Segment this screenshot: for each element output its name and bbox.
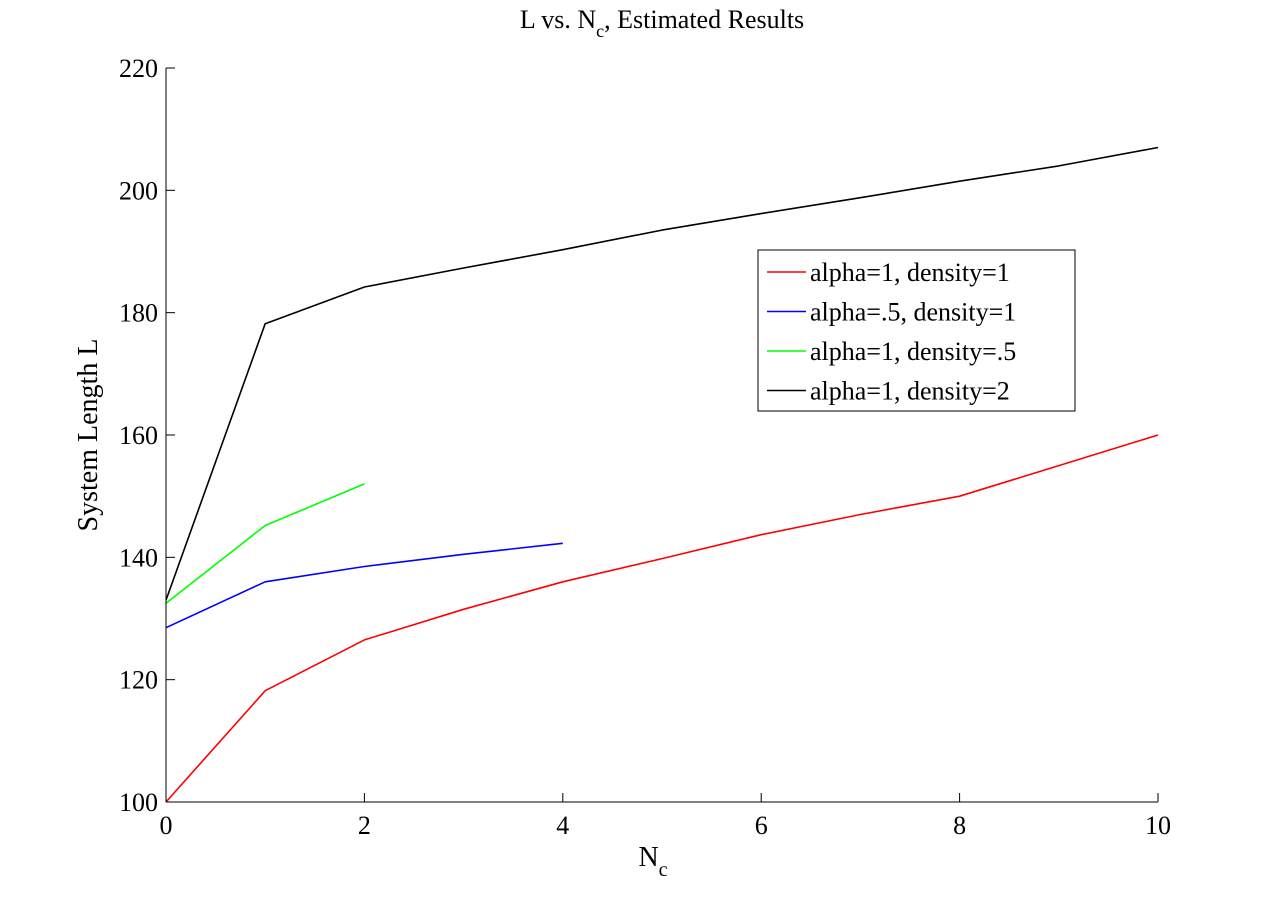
x-tick-label: 2 [358,811,371,840]
series-line-3 [165,483,365,604]
y-tick-label: 120 [119,666,158,695]
legend-label-4: alpha=1, density=2 [810,377,1010,406]
y-tick-label: 100 [119,788,158,817]
series-line-2 [165,542,563,629]
ticks-layer: 0 2 4 6 8 10 100 120 140 160 180 200 220 [119,54,1171,840]
legend-box [757,249,1076,412]
y-tick-label: 200 [119,176,158,205]
series-line-4 [165,146,1159,601]
y-tick-label: 180 [119,299,158,328]
y-axis-label: System Length L [73,339,104,532]
x-axis-label: Nc [638,842,667,881]
x-tick-label: 0 [160,811,173,840]
x-tick-label: 8 [953,811,966,840]
legend-label-2: alpha=.5, density=1 [810,298,1016,327]
chart-title: L vs. Nc, Estimated Results [520,5,804,41]
legend-label-1: alpha=1, density=1 [810,258,1010,287]
x-tick-label: 6 [755,811,768,840]
y-tick-label: 220 [119,54,158,83]
legend: alpha=1, density=1 alpha=.5, density=1 alp… [757,249,1076,412]
x-tick-label: 10 [1145,811,1171,840]
legend-label-3: alpha=1, density=.5 [810,337,1016,366]
y-tick-label: 160 [119,421,158,450]
series-line-1 [165,434,1159,803]
series-layer [165,146,1159,803]
plot-background [166,68,1158,802]
x-tick-label: 4 [556,811,569,840]
y-tick-label: 140 [119,543,158,572]
